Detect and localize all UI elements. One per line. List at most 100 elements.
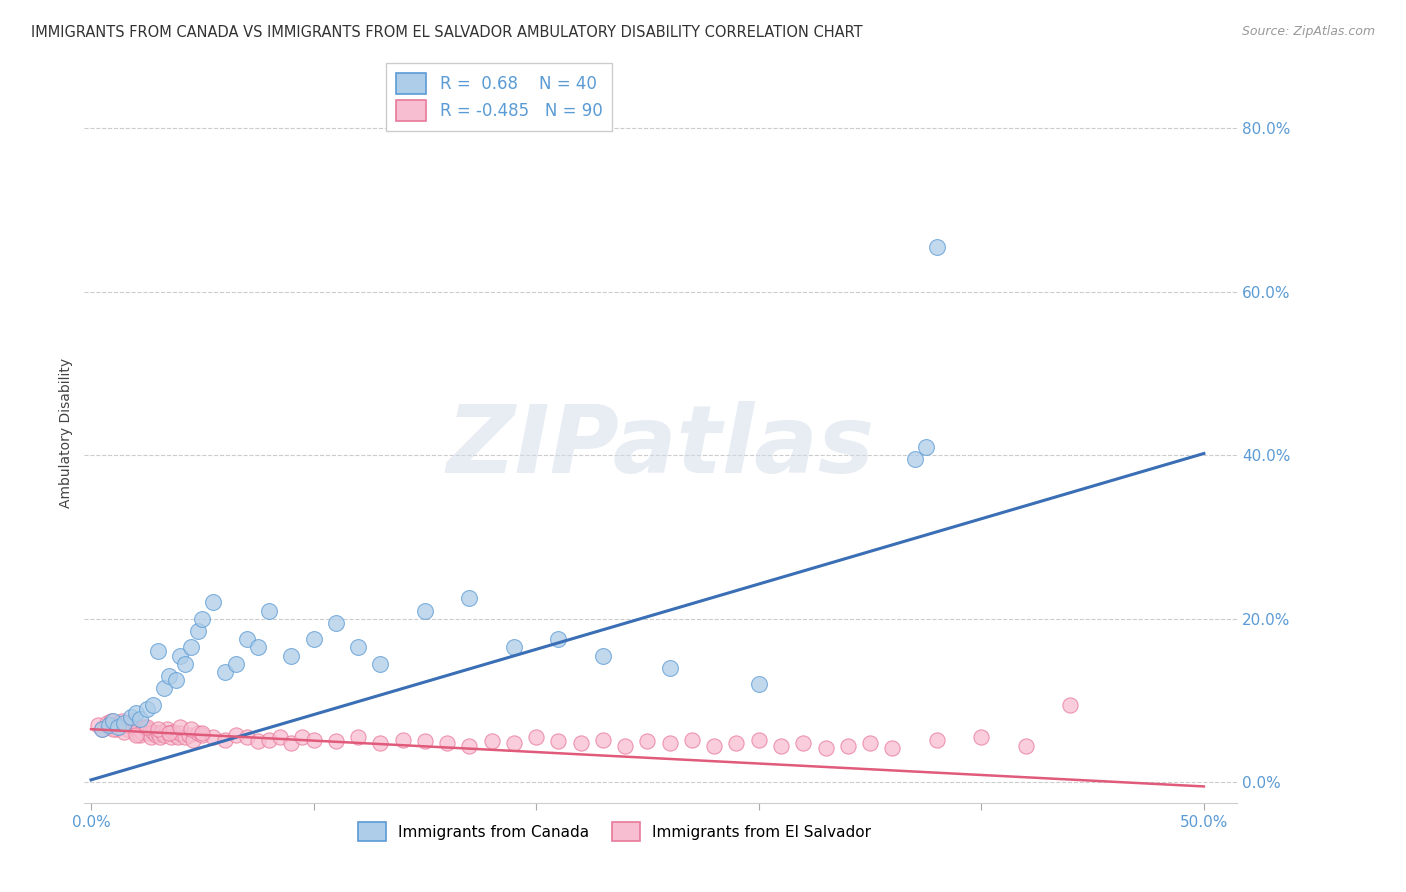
Point	[104, 722, 127, 736]
Point	[97, 718, 120, 732]
Point	[103, 722, 125, 736]
Point	[146, 726, 169, 740]
Point	[370, 657, 392, 671]
Point	[107, 720, 129, 734]
Point	[91, 722, 114, 736]
Point	[173, 657, 195, 671]
Point	[792, 736, 814, 750]
Point	[169, 720, 191, 734]
Point	[112, 718, 135, 732]
Point	[169, 726, 191, 740]
Point	[124, 726, 146, 740]
Point	[246, 734, 269, 748]
Point	[108, 720, 131, 734]
Y-axis label: Ambulatory Disability: Ambulatory Disability	[59, 358, 73, 508]
Point	[166, 731, 188, 745]
Point	[503, 736, 526, 750]
Point	[191, 612, 214, 626]
Point	[814, 741, 837, 756]
Point	[139, 731, 162, 745]
Point	[859, 736, 882, 750]
Text: ZIPatlas: ZIPatlas	[447, 401, 875, 493]
Point	[914, 440, 936, 454]
Point	[153, 728, 176, 742]
Point	[156, 722, 179, 736]
Point	[214, 732, 236, 747]
Point	[107, 716, 129, 731]
Point	[183, 732, 205, 747]
Point	[134, 720, 156, 734]
Point	[725, 736, 748, 750]
Point	[925, 732, 948, 747]
Point	[225, 657, 247, 671]
Point	[146, 722, 169, 736]
Point	[925, 239, 948, 253]
Point	[135, 722, 157, 736]
Point	[436, 736, 458, 750]
Point	[1059, 698, 1081, 712]
Point	[225, 728, 247, 742]
Point	[1015, 739, 1038, 753]
Point	[458, 739, 481, 753]
Point	[112, 716, 135, 731]
Point	[129, 728, 152, 742]
Point	[191, 728, 214, 742]
Point	[413, 603, 436, 617]
Point	[146, 644, 169, 658]
Point	[681, 732, 703, 747]
Point	[191, 726, 214, 740]
Point	[236, 632, 259, 647]
Point	[236, 731, 259, 745]
Point	[103, 714, 125, 728]
Point	[481, 734, 503, 748]
Point	[173, 731, 195, 745]
Point	[302, 732, 325, 747]
Point	[120, 720, 142, 734]
Point	[103, 718, 125, 732]
Point	[135, 702, 157, 716]
Point	[91, 722, 114, 736]
Point	[325, 615, 347, 630]
Point	[142, 698, 165, 712]
Point	[149, 731, 172, 745]
Point	[413, 734, 436, 748]
Point	[138, 726, 160, 740]
Point	[86, 718, 108, 732]
Point	[592, 732, 614, 747]
Point	[100, 714, 122, 728]
Point	[614, 739, 637, 753]
Point	[111, 714, 134, 728]
Point	[115, 722, 138, 736]
Point	[246, 640, 269, 655]
Point	[325, 734, 347, 748]
Point	[748, 732, 770, 747]
Point	[162, 724, 184, 739]
Point	[391, 732, 413, 747]
Point	[118, 716, 141, 731]
Point	[658, 661, 681, 675]
Point	[837, 739, 859, 753]
Point	[187, 624, 209, 638]
Point	[96, 716, 118, 731]
Point	[748, 677, 770, 691]
Point	[257, 732, 280, 747]
Point	[269, 731, 291, 745]
Point	[157, 669, 180, 683]
Point	[347, 640, 370, 655]
Point	[180, 722, 202, 736]
Point	[135, 720, 157, 734]
Point	[165, 673, 187, 687]
Point	[202, 731, 225, 745]
Point	[177, 728, 200, 742]
Point	[124, 728, 146, 742]
Point	[547, 734, 569, 748]
Point	[970, 731, 993, 745]
Point	[458, 591, 481, 606]
Point	[180, 640, 202, 655]
Point	[592, 648, 614, 663]
Text: Source: ZipAtlas.com: Source: ZipAtlas.com	[1241, 25, 1375, 38]
Point	[703, 739, 725, 753]
Point	[637, 734, 659, 748]
Point	[145, 728, 167, 742]
Point	[150, 724, 173, 739]
